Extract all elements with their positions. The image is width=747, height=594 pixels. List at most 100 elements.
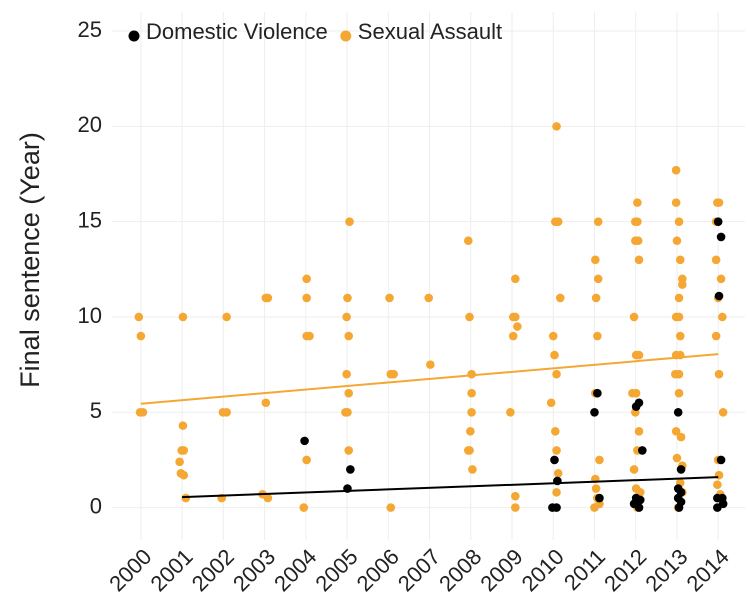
point	[552, 446, 561, 455]
point	[591, 484, 601, 493]
point	[467, 388, 476, 398]
point	[714, 291, 724, 301]
x-tick-label: 2005	[310, 544, 362, 594]
y-tick-label: 0	[90, 493, 102, 518]
point	[299, 503, 309, 512]
point	[179, 470, 189, 480]
point	[711, 255, 721, 265]
point	[511, 491, 520, 501]
point	[553, 468, 563, 478]
point	[513, 322, 522, 331]
point	[550, 350, 559, 360]
legend-label: Domestic Violence	[146, 19, 328, 44]
point	[593, 388, 602, 398]
point	[590, 407, 599, 417]
point	[548, 331, 558, 341]
point	[595, 455, 604, 465]
point	[633, 217, 642, 226]
point	[546, 398, 556, 408]
point	[638, 446, 647, 455]
point	[550, 455, 559, 465]
point	[593, 274, 603, 284]
point	[593, 331, 602, 341]
point	[595, 493, 604, 503]
point	[631, 388, 641, 398]
point	[552, 503, 561, 512]
point	[300, 436, 309, 446]
point	[555, 293, 565, 303]
point	[633, 198, 642, 207]
point	[302, 293, 311, 303]
point	[508, 331, 518, 341]
point	[673, 407, 683, 417]
point	[302, 274, 311, 284]
point	[178, 421, 188, 430]
point	[342, 312, 351, 322]
point	[676, 465, 686, 474]
point	[631, 402, 641, 411]
point	[671, 198, 681, 207]
x-tick-label: 2007	[393, 544, 445, 594]
point	[511, 503, 520, 512]
point	[222, 407, 231, 417]
point	[674, 293, 684, 303]
point	[593, 217, 603, 226]
point	[672, 453, 682, 463]
point	[676, 432, 686, 442]
point	[386, 503, 396, 512]
x-tick-label: 2003	[228, 544, 280, 594]
x-tick-label: 2002	[187, 544, 239, 594]
x-tick-label: 2012	[599, 544, 651, 594]
point	[468, 465, 477, 474]
point	[675, 331, 685, 341]
point	[342, 369, 351, 379]
point	[511, 312, 520, 322]
point	[178, 312, 188, 322]
y-tick-label: 5	[90, 398, 102, 423]
point	[175, 457, 184, 467]
point	[671, 427, 681, 436]
y-tick-label: 25	[78, 17, 102, 42]
point	[634, 350, 644, 360]
x-tick-label: 2008	[434, 544, 486, 594]
point	[714, 470, 724, 480]
x-tick-label: 2011	[559, 544, 610, 594]
point	[344, 388, 354, 398]
point	[590, 503, 599, 512]
point	[713, 480, 722, 490]
trend-line	[140, 353, 719, 405]
point	[177, 446, 186, 455]
point	[551, 427, 560, 436]
point	[344, 446, 354, 455]
point	[302, 455, 311, 465]
legend-marker	[340, 30, 352, 42]
point	[389, 369, 398, 379]
point	[346, 465, 355, 474]
x-tick-label: 2009	[475, 544, 527, 594]
point	[463, 236, 473, 246]
point	[465, 312, 474, 322]
point	[629, 465, 639, 474]
point	[552, 369, 561, 379]
point	[674, 312, 684, 322]
point	[674, 217, 684, 226]
point	[553, 217, 563, 226]
point	[634, 255, 644, 265]
x-tick-label: 2001	[145, 544, 197, 594]
point	[716, 455, 726, 465]
point	[635, 495, 645, 505]
x-tick-label: 2006	[352, 544, 404, 594]
point	[134, 312, 144, 322]
point	[465, 446, 474, 455]
point	[714, 198, 724, 207]
point	[222, 312, 231, 322]
point	[718, 407, 728, 417]
x-tick-label: 2014	[682, 544, 734, 594]
point	[675, 255, 685, 265]
point	[591, 293, 601, 303]
point	[511, 274, 520, 284]
point	[716, 232, 726, 242]
trend-line	[182, 476, 719, 499]
point	[714, 369, 724, 379]
